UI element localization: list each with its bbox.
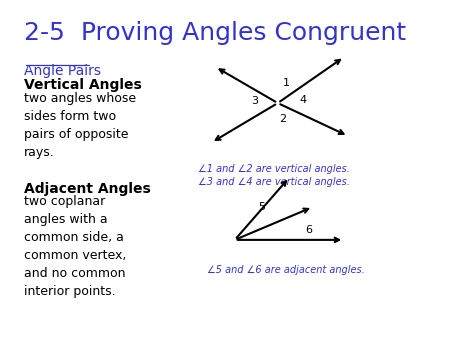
Text: Angle Pairs: Angle Pairs [24, 64, 101, 77]
Text: 5: 5 [259, 202, 266, 212]
Text: two coplanar
angles with a
common side, a
common vertex,
and no common
interior : two coplanar angles with a common side, … [24, 195, 126, 298]
Text: ∠5 and ∠6 are adjacent angles.: ∠5 and ∠6 are adjacent angles. [207, 265, 364, 274]
Text: 2: 2 [279, 114, 286, 124]
Text: 6: 6 [306, 225, 313, 235]
Text: 4: 4 [300, 95, 307, 105]
Text: two angles whose
sides form two
pairs of opposite
rays.: two angles whose sides form two pairs of… [24, 92, 136, 159]
Text: Vertical Angles: Vertical Angles [24, 78, 141, 92]
Text: 1: 1 [283, 78, 290, 88]
Text: 3: 3 [252, 96, 259, 106]
Text: ∠1 and ∠2 are vertical angles.
∠3 and ∠4 are vertical angles.: ∠1 and ∠2 are vertical angles. ∠3 and ∠4… [198, 164, 350, 187]
Text: 2-5  Proving Angles Congruent: 2-5 Proving Angles Congruent [24, 21, 406, 45]
Text: Adjacent Angles: Adjacent Angles [24, 182, 150, 196]
